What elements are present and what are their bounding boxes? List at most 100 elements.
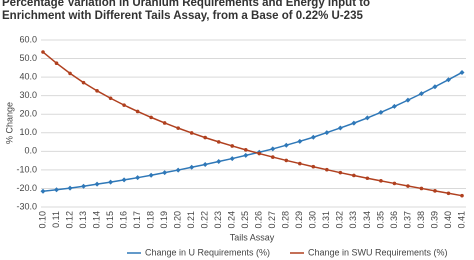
marker <box>162 170 168 176</box>
marker <box>365 176 370 181</box>
marker <box>121 177 127 183</box>
marker <box>202 162 208 168</box>
marker <box>68 71 72 76</box>
marker <box>203 135 207 140</box>
marker <box>54 187 60 193</box>
y-axis-label: % Change <box>4 102 14 144</box>
marker <box>189 131 194 135</box>
x-tick-label: 0.12 <box>64 211 74 229</box>
x-tick-label: 0.37 <box>402 211 412 229</box>
x-tick-label: 0.11 <box>51 211 61 228</box>
marker <box>95 89 99 93</box>
marker <box>298 161 302 166</box>
marker <box>230 144 235 148</box>
x-tick-label: 0.40 <box>443 211 453 229</box>
marker <box>41 50 45 54</box>
marker <box>446 191 451 196</box>
x-tick-label: 0.34 <box>362 211 372 229</box>
x-tick-label: 0.15 <box>105 211 115 229</box>
marker <box>243 152 249 158</box>
marker <box>311 164 316 169</box>
marker <box>149 115 153 120</box>
marker <box>379 179 383 183</box>
marker <box>148 172 154 178</box>
marker <box>445 77 451 83</box>
y-tick-label: 10.0 <box>19 127 37 137</box>
series-line <box>42 71 463 192</box>
y-tick-label: 0.0 <box>24 146 37 156</box>
marker <box>405 97 411 103</box>
y-tick-label: 30.0 <box>19 90 37 100</box>
marker <box>67 185 73 191</box>
x-tick-label: 0.21 <box>186 211 196 229</box>
marker <box>283 142 289 148</box>
marker <box>216 140 221 144</box>
marker <box>392 181 397 186</box>
x-axis-label: Tails Assay <box>230 232 275 242</box>
marker <box>459 69 465 75</box>
marker <box>135 175 141 181</box>
marker <box>337 125 343 131</box>
x-tick-label: 0.19 <box>159 211 169 229</box>
x-tick-label: 0.38 <box>416 211 426 229</box>
x-tick-label: 0.41 <box>456 211 466 229</box>
marker <box>419 186 424 191</box>
marker <box>54 61 59 65</box>
x-tick-label: 0.28 <box>281 211 291 229</box>
marker <box>324 130 330 136</box>
legend-label: Change in U Requirements (%) <box>145 247 270 257</box>
x-tick-label: 0.32 <box>335 211 345 229</box>
marker <box>406 184 410 188</box>
x-tick-label: 0.13 <box>78 211 88 229</box>
series-line <box>42 51 463 197</box>
marker <box>135 109 140 114</box>
marker <box>229 156 235 162</box>
marker <box>460 193 464 198</box>
marker <box>81 80 86 85</box>
marker <box>391 103 397 109</box>
y-tick-label: 60.0 <box>19 34 37 44</box>
marker <box>40 188 46 194</box>
marker <box>81 183 87 189</box>
marker <box>243 148 248 152</box>
marker <box>162 121 167 125</box>
marker <box>270 146 276 152</box>
x-tick-label: 0.25 <box>240 211 250 229</box>
x-tick-label: 0.39 <box>429 211 439 229</box>
x-tick-label: 0.24 <box>227 211 237 229</box>
y-tick-label: 50.0 <box>19 53 37 63</box>
x-tick-label: 0.35 <box>375 211 385 229</box>
marker <box>257 151 262 156</box>
x-tick-label: 0.26 <box>254 211 264 229</box>
x-tick-label: 0.31 <box>321 211 331 229</box>
marker <box>378 109 384 115</box>
y-tick-label: 40.0 <box>19 71 37 81</box>
marker <box>176 126 180 130</box>
x-tick-label: 0.20 <box>173 211 183 229</box>
marker <box>418 91 424 97</box>
x-tick-label: 0.23 <box>213 211 223 229</box>
x-tick-label: 0.18 <box>146 211 156 229</box>
y-tick-label: -20.0 <box>16 183 37 193</box>
x-tick-label: 0.27 <box>267 211 277 229</box>
marker <box>216 159 222 165</box>
marker <box>433 189 437 193</box>
marker <box>351 120 357 126</box>
marker <box>352 173 356 178</box>
marker <box>325 167 329 172</box>
marker <box>310 134 316 140</box>
x-tick-label: 0.17 <box>132 211 142 229</box>
marker <box>189 164 195 170</box>
x-tick-label: 0.33 <box>348 211 358 229</box>
y-tick-label: 20.0 <box>19 109 37 119</box>
marker <box>432 84 438 90</box>
x-tick-label: 0.10 <box>37 211 47 229</box>
marker <box>122 103 126 107</box>
y-tick-label: -30.0 <box>16 201 37 211</box>
y-tick-label: -10.0 <box>16 164 37 174</box>
marker <box>175 167 181 173</box>
x-tick-label: 0.36 <box>389 211 399 229</box>
marker <box>94 181 100 187</box>
